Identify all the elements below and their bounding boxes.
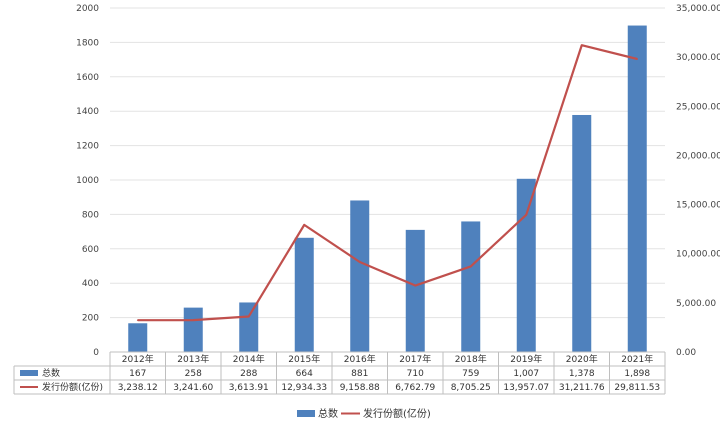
bar-value-cell: 881 bbox=[351, 369, 368, 379]
right-tick-label: 25,000.00 bbox=[676, 102, 720, 112]
line-value-cell: 12,934.33 bbox=[281, 383, 327, 393]
left-tick-label: 1200 bbox=[76, 142, 99, 152]
line-point bbox=[525, 214, 528, 216]
right-tick-label: 10,000.00 bbox=[676, 250, 720, 260]
line-point bbox=[303, 224, 306, 226]
left-tick-label: 1800 bbox=[76, 38, 99, 48]
right-tick-label: 5,000.00 bbox=[676, 299, 716, 309]
category-label: 2016年 bbox=[344, 353, 376, 365]
bar-value-cell: 1,898 bbox=[624, 369, 650, 379]
bar bbox=[128, 323, 148, 352]
bar bbox=[239, 302, 259, 352]
line-value-cell: 31,211.76 bbox=[559, 383, 605, 393]
line-value-cell: 8,705.25 bbox=[451, 383, 491, 393]
line-value-cell: 3,613.91 bbox=[229, 383, 269, 393]
line-value-cell: 3,241.60 bbox=[173, 383, 213, 393]
bar-series-key bbox=[20, 370, 38, 376]
line-value-cell: 6,762.79 bbox=[395, 383, 435, 393]
line-path bbox=[137, 44, 638, 322]
category-label: 2012年 bbox=[122, 353, 154, 365]
bar bbox=[572, 114, 592, 352]
legend: 总数 发行份额(亿份) bbox=[297, 407, 431, 420]
category-label: 2019年 bbox=[510, 353, 542, 365]
left-tick-label: 800 bbox=[82, 210, 99, 220]
right-tick-label: 15,000.00 bbox=[676, 201, 720, 211]
bar bbox=[183, 307, 203, 352]
bar-series-name: 总数 bbox=[42, 367, 60, 379]
left-tick-label: 0 bbox=[93, 348, 99, 358]
left-tick-label: 1600 bbox=[76, 73, 99, 83]
legend-bar-label: 总数 bbox=[318, 407, 338, 420]
left-axis: 0 200 400 600 800 1000 1200 1400 1600 1800 2000 bbox=[76, 4, 99, 358]
bar bbox=[350, 200, 370, 352]
category-label: 2015年 bbox=[288, 353, 320, 365]
left-tick-label: 200 bbox=[82, 314, 99, 324]
bar-value-cell: 1,378 bbox=[569, 369, 595, 379]
left-tick-label: 400 bbox=[82, 279, 99, 289]
data-table: 2012年 2013年 2014年 2015年 2016年 2017年 2018年 2019年… bbox=[13, 351, 666, 395]
legend-line-label: 发行份额(亿份) bbox=[363, 407, 431, 420]
legend-bar-key bbox=[297, 410, 315, 417]
line-point bbox=[469, 265, 472, 268]
left-tick-label: 600 bbox=[82, 245, 99, 255]
line-value-cell: 13,957.07 bbox=[503, 383, 549, 393]
bar-series bbox=[128, 25, 647, 352]
bar bbox=[627, 25, 647, 352]
line-point bbox=[247, 315, 250, 318]
category-label: 2017年 bbox=[399, 353, 431, 365]
right-tick-label: 0.00 bbox=[676, 348, 696, 358]
bar-value-cell: 288 bbox=[240, 369, 257, 379]
bar bbox=[461, 221, 481, 352]
bar-value-cell: 258 bbox=[185, 369, 202, 379]
line-point bbox=[358, 261, 361, 263]
category-label: 2020年 bbox=[566, 353, 598, 365]
line-point bbox=[580, 44, 583, 47]
bar-value-cell: 167 bbox=[129, 369, 146, 379]
line-point bbox=[636, 58, 639, 60]
line-value-cell: 29,811.53 bbox=[614, 383, 660, 393]
category-label: 2021年 bbox=[621, 353, 653, 365]
category-label: 2014年 bbox=[233, 353, 265, 365]
line-value-cell: 9,158.88 bbox=[340, 383, 380, 393]
bar-value-cell: 1,007 bbox=[513, 369, 539, 379]
bar-value-cell: 710 bbox=[407, 369, 424, 379]
right-tick-label: 30,000.00 bbox=[676, 53, 720, 63]
category-label: 2013年 bbox=[177, 353, 209, 365]
line-series bbox=[136, 44, 639, 322]
bar-value-cell: 664 bbox=[296, 369, 313, 379]
bar-value-cell: 759 bbox=[462, 369, 479, 379]
line-series-name: 发行份额(亿份) bbox=[42, 381, 103, 393]
line-value-cell: 3,238.12 bbox=[118, 383, 158, 393]
left-tick-label: 1000 bbox=[76, 176, 99, 186]
line-point bbox=[136, 319, 139, 321]
bar bbox=[405, 229, 425, 352]
left-tick-label: 1400 bbox=[76, 107, 99, 117]
line-point bbox=[192, 319, 195, 321]
right-tick-label: 35,000.00 bbox=[676, 4, 720, 14]
bar bbox=[294, 237, 314, 352]
right-axis: 0.00 5,000.00 10,000.00 15,000.00 20,000.00 2… bbox=[676, 4, 720, 358]
left-tick-label: 2000 bbox=[76, 4, 99, 14]
category-label: 2018年 bbox=[455, 353, 487, 365]
line-point bbox=[414, 284, 417, 287]
bar bbox=[516, 178, 536, 352]
right-tick-label: 20,000.00 bbox=[676, 151, 720, 161]
